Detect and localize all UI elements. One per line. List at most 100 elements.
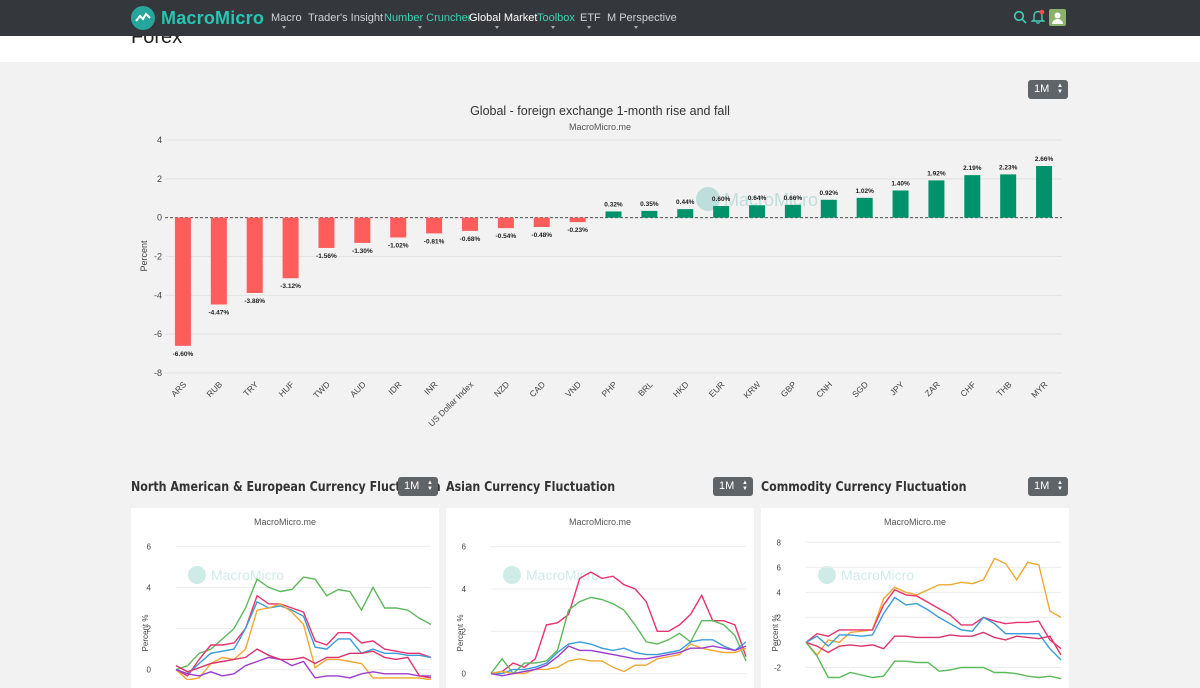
- asian-chart-card: MacroMicro.me MacroMicro 6 4 2 0 Percent %: [446, 508, 754, 688]
- bar-try[interactable]: [246, 217, 263, 294]
- na-eu-period-select[interactable]: 1M ▲ ▼: [398, 477, 438, 496]
- bar-chf[interactable]: [964, 175, 981, 218]
- bar-idr[interactable]: [390, 217, 407, 238]
- x-tick-label: TRY: [241, 379, 260, 398]
- series-line-5[interactable]: [490, 645, 747, 677]
- series-line-5[interactable]: [805, 641, 1062, 680]
- bar-value-label: 0.64%: [748, 195, 767, 202]
- series-line-3[interactable]: [491, 639, 747, 675]
- series-line-3[interactable]: [175, 600, 432, 675]
- y-tick-label: 4: [157, 135, 162, 145]
- bar-krw[interactable]: [749, 205, 766, 218]
- commodity-period-select[interactable]: 1M ▲ ▼: [1028, 477, 1068, 496]
- bar-vnd[interactable]: [569, 217, 586, 223]
- bar-cnh[interactable]: [820, 199, 837, 218]
- y-tick-label: -2: [154, 252, 162, 262]
- search-icon[interactable]: [1013, 10, 1027, 29]
- bar-inr[interactable]: [426, 217, 443, 234]
- series-line-6[interactable]: [175, 648, 432, 679]
- nav-m-perspective-caret-icon: [634, 26, 638, 29]
- bar-hkd[interactable]: [677, 209, 694, 218]
- y-tick-label: 2: [777, 613, 782, 622]
- x-tick-label: EUR: [707, 379, 727, 399]
- series-line-4[interactable]: [805, 631, 1062, 656]
- x-tick-label: BRL: [636, 379, 655, 398]
- nav-item-global-market[interactable]: Global Market: [469, 12, 538, 24]
- bar-huf[interactable]: [282, 217, 299, 279]
- watermark-logo-icon: [696, 187, 720, 211]
- y-axis-label: Percent %: [771, 615, 780, 652]
- x-tick-label: JPY: [888, 379, 906, 397]
- notification-bell-icon[interactable]: [1030, 9, 1046, 29]
- section-title-commodity: Commodity Currency Fluctuation: [761, 479, 967, 495]
- bar-zar[interactable]: [928, 180, 945, 218]
- chart-watermark: MacroMicro: [503, 566, 599, 584]
- main-chart-period-select[interactable]: 1M ▲ ▼: [1028, 80, 1068, 99]
- select-arrows-icon: ▲ ▼: [742, 480, 748, 492]
- y-tick-label: 6: [462, 543, 467, 552]
- bar-jpy[interactable]: [892, 190, 909, 218]
- nav-item-macro[interactable]: Macro: [271, 12, 302, 24]
- nav-item-number-cruncher[interactable]: Number Cruncher: [384, 12, 472, 24]
- y-tick-label: 2: [157, 174, 162, 184]
- x-tick-label: ARS: [169, 379, 189, 399]
- nav-item-etf[interactable]: ETF: [580, 12, 601, 24]
- x-tick-label: INR: [422, 379, 439, 396]
- bar-value-label: 0.66%: [784, 195, 803, 202]
- bar-brl[interactable]: [641, 210, 658, 218]
- logo[interactable]: MacroMicro: [131, 6, 264, 30]
- y-axis-label: Percent %: [456, 615, 465, 652]
- bar-value-label: -1.30%: [352, 248, 373, 255]
- user-avatar-icon[interactable]: [1049, 9, 1066, 31]
- series-line-1[interactable]: [805, 557, 1062, 657]
- bar-ars[interactable]: [174, 217, 191, 346]
- nav-toolbox-caret-icon: [551, 26, 555, 29]
- x-tick-label: IDR: [386, 379, 403, 396]
- y-tick-label: 0: [462, 670, 467, 679]
- series-line-5[interactable]: [175, 656, 431, 679]
- bar-value-label: 0.44%: [676, 199, 695, 206]
- bar-myr[interactable]: [1036, 166, 1053, 218]
- bar-sgd[interactable]: [856, 197, 873, 218]
- series-line-1[interactable]: [175, 576, 432, 671]
- main-chart-subtitle: MacroMicro.me: [569, 122, 631, 132]
- series-line-2[interactable]: [175, 594, 432, 677]
- bar-gbp[interactable]: [784, 204, 801, 218]
- main-chart-period-value: 1M: [1034, 83, 1050, 95]
- y-tick-label: 8: [777, 538, 782, 547]
- bar-php[interactable]: [605, 211, 622, 218]
- page-title: Forex: [131, 36, 183, 48]
- x-tick-label: HKD: [671, 379, 691, 399]
- x-tick-label: GBP: [779, 379, 799, 399]
- asian-period-value: 1M: [719, 480, 735, 492]
- bar-cad[interactable]: [533, 217, 550, 227]
- section-title-na-eu: North American & European Currency Fluct…: [131, 479, 441, 495]
- bar-value-label: 2.66%: [1035, 156, 1054, 163]
- bar-rub[interactable]: [210, 217, 227, 305]
- select-arrows-icon: ▲ ▼: [1057, 480, 1063, 492]
- select-arrows-icon: ▲ ▼: [427, 480, 433, 492]
- series-line-2[interactable]: [805, 588, 1062, 650]
- bar-aud[interactable]: [354, 217, 371, 243]
- bar-value-label: -3.12%: [280, 283, 301, 290]
- series-line-3[interactable]: [805, 596, 1062, 661]
- bar-value-label: -0.68%: [460, 236, 481, 243]
- chart-watermark: MacroMicro: [188, 566, 284, 584]
- nav-item-toolbox[interactable]: Toolbox: [537, 12, 575, 24]
- bar-us-dollar-index[interactable]: [461, 217, 478, 231]
- nav-item-m-perspective[interactable]: M Perspective: [607, 12, 677, 24]
- series-line-4[interactable]: [175, 603, 432, 681]
- bar-value-label: 1.92%: [927, 170, 946, 177]
- series-line-1[interactable]: [490, 571, 747, 675]
- y-tick-label: -4: [154, 290, 162, 300]
- series-line-2[interactable]: [490, 596, 747, 675]
- commodity-chart-card: MacroMicro.me MacroMicro 8 6 4 2 0 -2 Percent %: [761, 508, 1069, 688]
- asian-period-select[interactable]: 1M ▲ ▼: [713, 477, 753, 496]
- nav-item-traders-insight[interactable]: Trader's Insight: [308, 12, 384, 24]
- bar-thb[interactable]: [1000, 174, 1017, 218]
- bar-value-label: 0.92%: [820, 190, 839, 197]
- y-axis-label: Percent %: [141, 615, 150, 652]
- bar-eur[interactable]: [713, 206, 730, 218]
- bar-nzd[interactable]: [497, 217, 514, 229]
- bar-twd[interactable]: [318, 217, 335, 248]
